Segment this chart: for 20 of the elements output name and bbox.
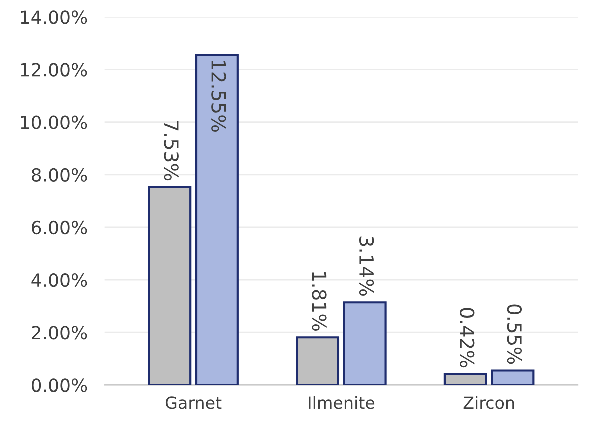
x-tick-label: Zircon	[464, 396, 514, 410]
data-label: 3.14%	[359, 236, 374, 296]
y-tick-label: 8.00%	[32, 168, 88, 182]
y-tick-label: 0.00%	[32, 378, 88, 392]
data-label: 1.81%	[312, 272, 327, 332]
y-tick-label: 10.00%	[21, 116, 88, 130]
y-tick-label: 6.00%	[32, 220, 88, 235]
x-tick-label: Garnet	[166, 396, 222, 410]
data-label: 0.42%	[460, 308, 475, 368]
data-label: 0.55%	[507, 304, 522, 364]
y-tick-label: 4.00%	[32, 273, 88, 288]
data-label: 12.55%	[212, 61, 226, 132]
y-tick-label: 12.00%	[21, 63, 88, 77]
bar	[491, 370, 535, 386]
data-label: 7.53%	[164, 122, 179, 181]
y-tick-label: 2.00%	[32, 326, 88, 340]
y-tick-label: 14.00%	[21, 10, 88, 24]
bar	[195, 54, 239, 386]
x-tick-label: Ilmenite	[309, 396, 375, 410]
bar	[343, 302, 387, 386]
